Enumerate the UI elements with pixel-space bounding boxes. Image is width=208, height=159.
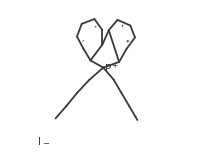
Text: +: + <box>111 61 118 70</box>
Text: P: P <box>105 64 111 74</box>
Text: −: − <box>42 139 50 148</box>
Text: I: I <box>38 137 41 146</box>
